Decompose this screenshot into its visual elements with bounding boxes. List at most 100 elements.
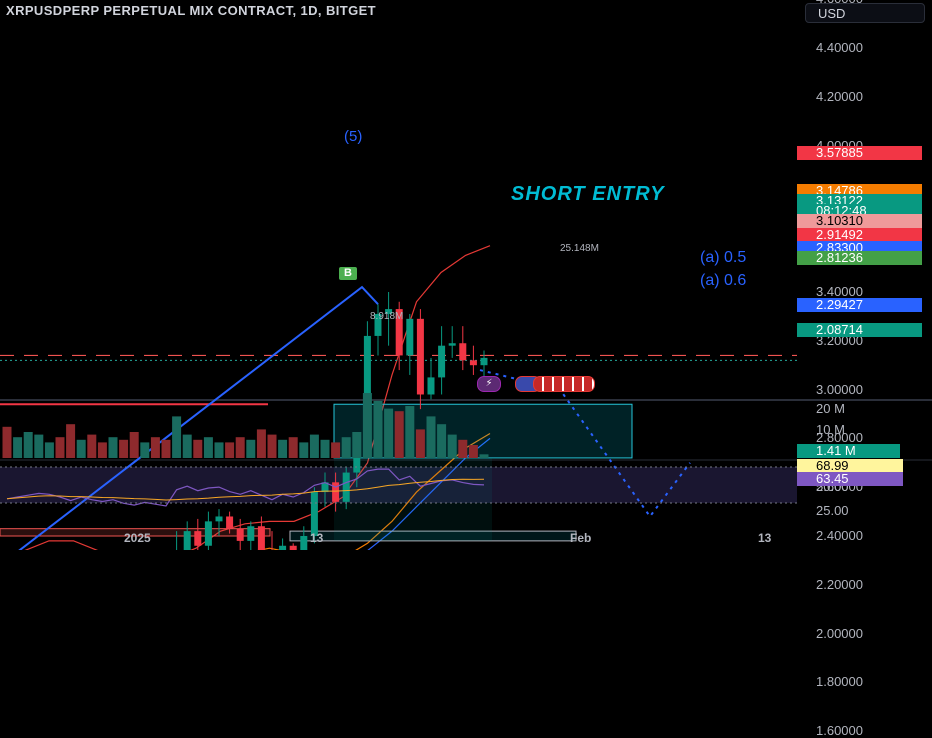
candle-body — [215, 516, 223, 522]
volume-bar — [34, 434, 44, 458]
volume-box-label-2: 8.918M — [370, 311, 404, 322]
candle-body — [332, 482, 340, 502]
volume-bar — [299, 442, 309, 458]
volume-bar — [394, 411, 404, 458]
price-tag: 3.10310 — [797, 214, 922, 228]
short-entry-label: SHORT ENTRY — [511, 183, 665, 205]
volume-bar — [479, 454, 489, 458]
candle-body — [236, 528, 244, 541]
currency-button[interactable]: USD — [805, 3, 925, 23]
volume-bar — [288, 437, 298, 458]
candle-body — [438, 345, 446, 378]
rsi-line — [6, 468, 485, 507]
volume-bar — [150, 437, 160, 458]
candle-body — [247, 526, 255, 541]
zone-box — [334, 457, 492, 541]
candle-body — [342, 472, 350, 502]
candle-body — [374, 313, 382, 336]
volume-bar — [320, 439, 330, 458]
volume-bar — [256, 429, 266, 458]
volume-bar — [182, 434, 192, 458]
volume-bar — [44, 442, 54, 458]
price-tag: 2.08714 — [797, 323, 922, 337]
candle-body — [279, 545, 287, 550]
price-tick-label: 4.40000 — [816, 40, 863, 55]
range-box — [0, 528, 271, 537]
volume-bar — [119, 439, 129, 458]
price-tag: 2.91492 — [797, 228, 922, 242]
volume-bar — [203, 437, 213, 458]
candle-body — [416, 318, 424, 395]
volume-bar — [108, 437, 118, 458]
event-icons[interactable]: ⚡ — [477, 376, 597, 392]
volume-bar — [193, 439, 203, 458]
price-tick-label: 3.40000 — [816, 284, 863, 299]
candle-body — [469, 360, 477, 366]
volume-bar — [384, 408, 394, 458]
rsi-tag: 63.45 — [797, 472, 903, 486]
candle-body — [226, 516, 234, 529]
volume-bar — [55, 437, 65, 458]
price-tick-label: 4.60000 — [816, 0, 863, 6]
price-tag: 2.81236 — [797, 251, 922, 265]
volume-bar — [214, 442, 224, 458]
lightning-icon[interactable]: ⚡ — [477, 376, 501, 392]
volume-bar — [140, 442, 150, 458]
volume-bar — [76, 439, 86, 458]
volume-bar — [161, 439, 171, 458]
volume-tag: 1.41 M — [797, 444, 900, 458]
candle-body — [395, 309, 403, 356]
volume-tick-label: 20 M — [816, 401, 845, 416]
chart-canvas[interactable] — [0, 0, 932, 550]
candle-body — [480, 357, 488, 366]
volume-bar — [458, 439, 468, 458]
candle-body — [310, 492, 318, 536]
price-tick-label: 2.40000 — [816, 528, 863, 543]
volume-bar — [352, 432, 362, 458]
candle-body — [448, 343, 456, 346]
volume-tick-label: 10 M — [816, 422, 845, 437]
volume-bar — [13, 437, 23, 458]
volume-bar — [246, 439, 256, 458]
volume-bar — [362, 393, 372, 458]
volume-box-label-1: 25.148M — [560, 243, 599, 254]
range-box — [289, 530, 577, 542]
candle-body — [194, 531, 202, 546]
candle-body — [183, 531, 191, 550]
wave-label: (5) — [344, 128, 363, 145]
volume-bar — [225, 442, 235, 458]
volume-bar — [2, 426, 12, 458]
price-tick-label: 2.80000 — [816, 430, 863, 446]
volume-bar — [309, 434, 319, 458]
price-tag: 2.29427 — [797, 298, 922, 312]
candle-body — [427, 377, 435, 395]
volume-bar — [426, 416, 436, 458]
volume-bar — [235, 437, 245, 458]
volume-bar — [468, 445, 478, 458]
wave-trendline — [18, 285, 379, 550]
flag-stack-icon[interactable] — [533, 376, 595, 392]
candle-body — [257, 526, 265, 550]
time-tick-label: 13 — [310, 531, 324, 545]
volume-bar — [415, 429, 425, 458]
time-tick-label: 2025 — [124, 531, 151, 545]
price-tick-label: 3.00000 — [816, 381, 863, 397]
moving-average — [257, 433, 491, 550]
target-a2-label: (a) 0.6 — [700, 272, 747, 289]
chart-title: XRPUSDPERP PERPETUAL MIX CONTRACT, 1D, B… — [6, 3, 377, 18]
volume-bar — [66, 424, 76, 458]
volume-bar — [87, 434, 97, 458]
volume-bar — [23, 432, 33, 458]
time-tick-label: 13 — [758, 531, 772, 545]
volume-bar — [278, 439, 288, 458]
candle-body — [289, 545, 297, 550]
candle-body — [459, 343, 467, 361]
candle-body — [300, 536, 308, 550]
buy-marker[interactable]: B — [339, 267, 357, 280]
time-tick-label: Feb — [570, 531, 592, 545]
candle-body — [321, 482, 329, 493]
volume-bar — [405, 406, 415, 458]
target-a1-label: (a) 0.5 — [700, 249, 747, 266]
volume-bar — [172, 416, 182, 458]
price-tick-label: 4.20000 — [816, 88, 863, 104]
